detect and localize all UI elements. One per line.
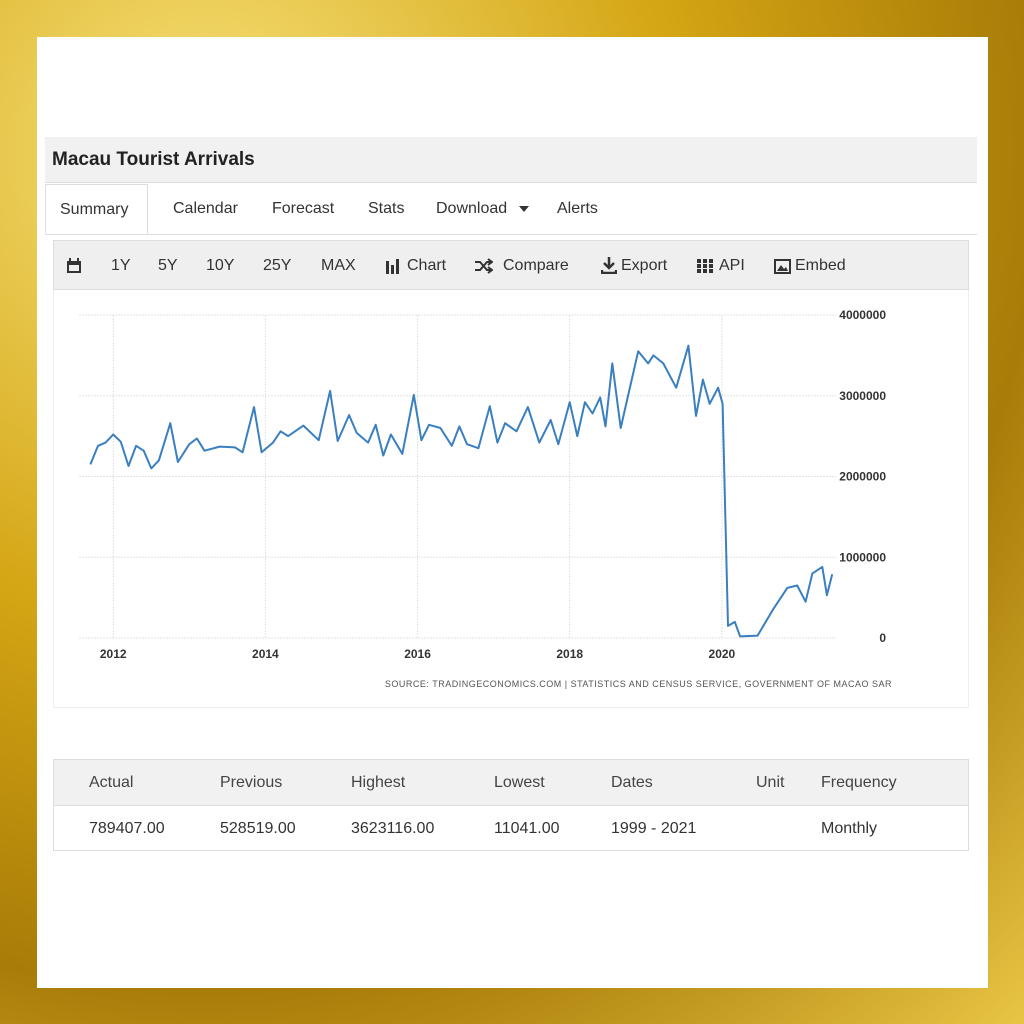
tab[interactable]: Forecast xyxy=(272,200,335,217)
y-tick-label: 2000000 xyxy=(839,470,886,484)
y-tick-label: 3000000 xyxy=(839,389,886,403)
export-icon xyxy=(601,257,617,274)
table-header: Frequency xyxy=(821,774,897,791)
x-tick-label: 2018 xyxy=(556,647,583,661)
range-button[interactable]: MAX xyxy=(321,257,356,274)
chart-container: SOURCE: TRADINGECONOMICS.COM | STATISTIC… xyxy=(53,290,969,708)
range-button[interactable]: 5Y xyxy=(158,257,178,274)
x-tick-label: 2020 xyxy=(709,647,736,661)
tab[interactable]: Summary xyxy=(45,184,148,234)
chart: SOURCE: TRADINGECONOMICS.COM | STATISTIC… xyxy=(79,308,892,689)
toolbar: 1Y 5Y 10Y 25Y MAX Chart Compare Export A… xyxy=(53,240,969,290)
source-note: SOURCE: TRADINGECONOMICS.COM | STATISTIC… xyxy=(385,679,892,689)
calendar-icon[interactable] xyxy=(66,258,82,274)
y-tick-label: 4000000 xyxy=(839,308,886,322)
table-header-row xyxy=(54,760,968,806)
embed-icon xyxy=(774,259,791,274)
summary-table: Actual 789407.00 Previous 528519.00 Highest 3… xyxy=(53,759,969,851)
range-button[interactable]: 1Y xyxy=(111,257,131,274)
table-cell: 3623116.00 xyxy=(351,820,435,837)
tab[interactable]: Calendar xyxy=(173,200,238,217)
tab[interactable]: Download xyxy=(436,200,508,217)
tab-bar: Summary Calendar Forecast Stats Download… xyxy=(45,184,977,235)
caret xyxy=(519,206,529,212)
table-cell: 11041.00 xyxy=(494,820,560,837)
table-header: Previous xyxy=(220,774,283,791)
export-button[interactable]: Export xyxy=(621,257,668,274)
data-line xyxy=(89,344,834,638)
y-tick-label: 1000000 xyxy=(839,550,886,564)
x-tick-label: 2012 xyxy=(100,647,127,661)
y-tick-label: 0 xyxy=(879,631,886,645)
range-button[interactable]: 25Y xyxy=(263,257,292,274)
range-button[interactable]: 10Y xyxy=(206,257,235,274)
table-cell: 1999 - 2021 xyxy=(611,820,697,837)
table-header: Highest xyxy=(351,774,406,791)
tab[interactable]: Alerts xyxy=(557,200,598,217)
panel: Macau Tourist Arrivals Summary Calendar … xyxy=(37,37,988,988)
compare-button[interactable]: Compare xyxy=(503,257,569,274)
table-header: Dates xyxy=(611,774,653,791)
page-title: Macau Tourist Arrivals xyxy=(45,137,977,183)
table-cell: 789407.00 xyxy=(89,820,165,837)
compare-icon xyxy=(475,258,493,274)
chart-button[interactable]: Chart xyxy=(407,257,447,274)
embed-button[interactable]: Embed xyxy=(795,257,846,274)
api-button[interactable]: API xyxy=(719,257,745,274)
chart-icon xyxy=(386,259,399,274)
table-cell: Monthly xyxy=(821,820,878,837)
table-header: Lowest xyxy=(494,774,545,791)
api-icon xyxy=(697,259,713,273)
table-header: Unit xyxy=(756,774,785,791)
x-tick-label: 2016 xyxy=(404,647,431,661)
x-tick-label: 2014 xyxy=(252,647,279,661)
tab[interactable]: Stats xyxy=(368,200,405,217)
table-header: Actual xyxy=(89,774,134,791)
table-cell: 528519.00 xyxy=(220,820,296,837)
